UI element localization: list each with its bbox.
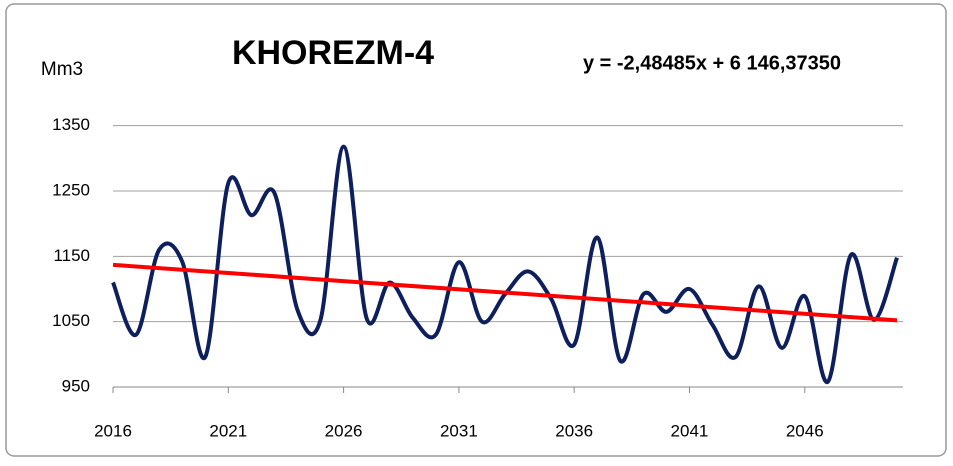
y-tick-label: 950 <box>62 376 90 395</box>
y-tick-label: 1150 <box>53 246 90 265</box>
x-tick-label: 2041 <box>671 421 709 440</box>
x-tick-label: 2021 <box>209 421 247 440</box>
x-tick-label: 2036 <box>555 421 593 440</box>
trend-equation: y = -2,48485x + 6 146,37350 <box>583 52 841 74</box>
x-tick-label: 2046 <box>786 421 824 440</box>
data-line <box>111 144 899 384</box>
x-tick-label: 2016 <box>94 421 132 440</box>
x-tick-label: 2026 <box>325 421 363 440</box>
y-axis-label: Mm3 <box>41 59 83 80</box>
chart-title: KHOREZM-4 <box>232 34 434 72</box>
y-tick-label: 1350 <box>52 115 90 134</box>
y-tick-label: 1050 <box>52 311 90 330</box>
chart-frame <box>5 3 947 457</box>
x-tick-label: 2031 <box>440 421 478 440</box>
y-tick-label: 1250 <box>52 180 90 199</box>
trend-line <box>112 262 898 323</box>
